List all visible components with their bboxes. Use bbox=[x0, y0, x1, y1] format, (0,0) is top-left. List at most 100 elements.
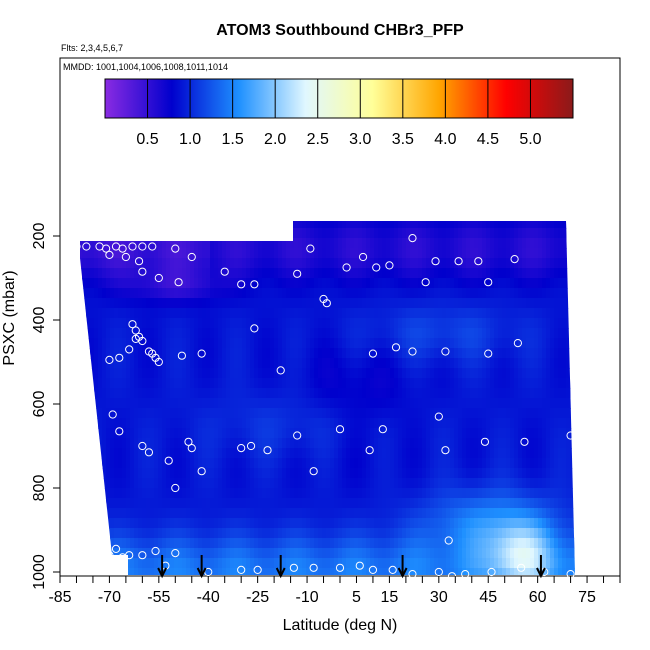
colorbar-tick-label: 2.0 bbox=[264, 131, 286, 148]
y-tick-label: 400 bbox=[31, 307, 48, 334]
sample-point bbox=[105, 551, 114, 560]
profile-markers bbox=[157, 555, 546, 579]
y-axis: 200 400 600 800 1000 bbox=[31, 223, 60, 590]
profile-marker-arrow bbox=[536, 555, 546, 579]
profile-marker-arrow bbox=[397, 555, 408, 579]
y-tick-label: 600 bbox=[31, 391, 48, 418]
x-tick-label: 5 bbox=[352, 589, 361, 606]
sample-point bbox=[388, 565, 397, 575]
sample-point bbox=[306, 244, 315, 253]
sample-point bbox=[151, 546, 160, 556]
sample-point bbox=[197, 467, 206, 476]
sample-point bbox=[454, 257, 463, 266]
sample-point bbox=[125, 345, 134, 354]
y-axis-label: PSXC (mbar) bbox=[1, 270, 18, 365]
x-tick-label: -70 bbox=[98, 589, 121, 606]
sample-point bbox=[121, 252, 130, 262]
sample-point bbox=[408, 570, 417, 579]
sample-point bbox=[276, 366, 285, 375]
sample-point bbox=[131, 334, 140, 343]
x-tick-label: -10 bbox=[295, 589, 318, 606]
x-tick-label: -85 bbox=[48, 589, 71, 606]
x-tick-label: -25 bbox=[246, 589, 269, 606]
sample-point bbox=[82, 242, 91, 251]
sample-point bbox=[434, 567, 443, 577]
y-tick-label: 1000 bbox=[31, 554, 48, 590]
sample-point bbox=[171, 244, 180, 253]
sample-point bbox=[513, 339, 522, 348]
sample-point bbox=[368, 565, 378, 575]
sample-point bbox=[144, 448, 154, 457]
sample-point bbox=[250, 324, 259, 333]
sample-point bbox=[237, 565, 246, 575]
sample-point bbox=[138, 551, 147, 560]
sample-point bbox=[431, 257, 440, 266]
colorbar-tick-label: 1.5 bbox=[222, 131, 244, 148]
sample-point bbox=[105, 355, 114, 364]
sample-point bbox=[322, 299, 331, 308]
sample-point bbox=[220, 267, 229, 276]
x-tick-label: 45 bbox=[479, 589, 497, 606]
sample-point bbox=[154, 273, 163, 283]
y-tick-label: 800 bbox=[31, 475, 48, 502]
sample-point bbox=[197, 349, 206, 358]
sample-point bbox=[102, 244, 111, 253]
profile-marker-arrow bbox=[275, 555, 286, 579]
sample-point bbox=[342, 263, 351, 272]
sample-point bbox=[253, 565, 262, 575]
x-tick-label: 30 bbox=[430, 589, 448, 606]
sample-point bbox=[171, 549, 180, 558]
sample-point bbox=[365, 446, 374, 455]
sample-point bbox=[444, 536, 453, 545]
sample-point bbox=[128, 242, 137, 251]
sample-point bbox=[128, 320, 137, 329]
profile-marker-arrow bbox=[196, 555, 207, 579]
sample-point bbox=[293, 269, 302, 278]
sample-point bbox=[309, 467, 318, 476]
sample-point bbox=[480, 437, 490, 446]
sample-points bbox=[72, 229, 575, 581]
sample-point bbox=[293, 431, 302, 440]
x-axis: -85 -70 -55 -40 -25 -10 5 15 30 45 60 75 bbox=[48, 576, 621, 606]
colorbar: 0.5 1.0 1.5 2.0 2.5 3.0 3.5 4.0 4.5 5.0 bbox=[104, 78, 574, 148]
colorbar-tick-label: 0.5 bbox=[136, 131, 158, 148]
sample-point bbox=[115, 427, 124, 436]
sample-point bbox=[421, 278, 430, 287]
sample-point bbox=[108, 410, 117, 419]
heatmap-field bbox=[80, 221, 575, 575]
sample-point bbox=[510, 255, 519, 264]
x-tick-label: -55 bbox=[147, 589, 170, 606]
colorbar-tick-label: 5.0 bbox=[519, 131, 541, 148]
sample-point bbox=[187, 444, 196, 453]
colorbar-tick-label: 2.5 bbox=[307, 131, 329, 148]
sample-point bbox=[355, 561, 364, 570]
sample-point bbox=[105, 250, 114, 259]
sample-point bbox=[441, 446, 450, 455]
colorbar-tick-label: 4.0 bbox=[434, 131, 456, 148]
profile-marker-arrow bbox=[157, 555, 168, 579]
colorbar-tick-label: 3.0 bbox=[349, 131, 371, 148]
sample-point bbox=[434, 412, 443, 421]
sample-point bbox=[391, 343, 401, 352]
sample-point bbox=[98, 546, 107, 556]
sample-point bbox=[517, 563, 526, 572]
sample-point bbox=[246, 441, 256, 451]
sample-point bbox=[118, 244, 127, 253]
sample-point bbox=[174, 278, 183, 287]
sample-point bbox=[484, 349, 493, 358]
sample-point bbox=[484, 278, 493, 287]
sample-point bbox=[72, 242, 81, 251]
sample-point bbox=[309, 563, 318, 572]
sample-point bbox=[368, 349, 378, 358]
colorbar-tick-label: 3.5 bbox=[392, 131, 414, 148]
x-axis-label: Latitude (deg N) bbox=[283, 617, 398, 634]
x-tick-label: 75 bbox=[578, 589, 596, 606]
dates-label: MMDD: 1001,1004,1006,1008,1011,1014 bbox=[63, 62, 228, 72]
sample-point bbox=[358, 252, 368, 262]
sample-point bbox=[134, 257, 144, 266]
sample-point bbox=[237, 280, 246, 289]
sample-point bbox=[378, 425, 387, 434]
sample-point bbox=[474, 257, 483, 266]
sample-point bbox=[131, 326, 140, 335]
